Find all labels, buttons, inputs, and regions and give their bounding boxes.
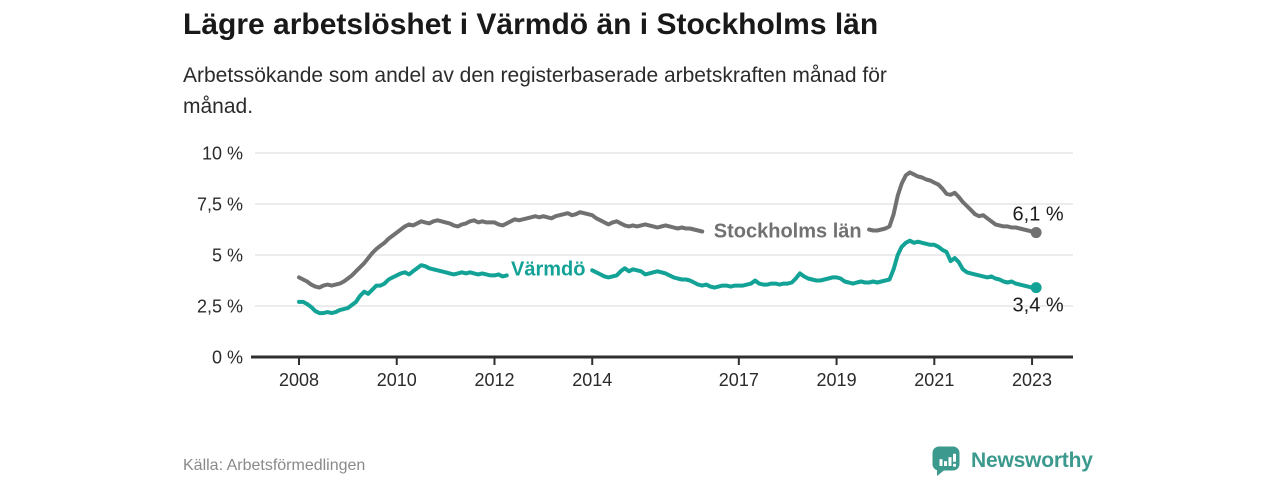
chart-subtitle-line2: månad.	[183, 95, 254, 118]
series-inline-label-stockholms-l-n: Stockholms län	[714, 221, 862, 243]
x-tick-label: 2012	[474, 370, 514, 390]
series-line-stockholms-l-n	[297, 170, 1039, 290]
x-tick-label: 2023	[1012, 370, 1052, 390]
y-tick-label: 7,5 %	[197, 195, 243, 215]
x-tick-label: 2010	[377, 370, 417, 390]
y-tick-label: 2,5 %	[197, 297, 243, 317]
y-tick-label: 0 %	[212, 348, 243, 368]
newsworthy-bars-icon	[932, 446, 960, 476]
series-end-dot-stockholms-l-n	[1030, 227, 1042, 239]
x-tick-label: 2014	[572, 370, 612, 390]
source-credit: Källa: Arbetsförmedlingen	[183, 457, 366, 474]
chart-subtitle-line1: Arbetssökande som andel av den registerb…	[183, 64, 887, 87]
chart-subtitle: Arbetssökande som andel av den registerb…	[183, 60, 887, 122]
newsworthy-logo[interactable]: Newsworthy	[930, 444, 1093, 477]
page-title: Lägre arbetslöshet i Värmdö än i Stockho…	[183, 8, 879, 41]
x-tick-label: 2008	[279, 370, 319, 390]
series-line-v-rmd-	[297, 238, 1039, 316]
x-tick-label: 2017	[719, 370, 759, 390]
series-end-dot-v-rmd-	[1030, 282, 1042, 294]
series-end-value-label-v-rmd-: 3,4 %	[1013, 295, 1064, 317]
x-tick-label: 2019	[817, 370, 857, 390]
series-inline-label-v-rmd-: Värmdö	[511, 258, 585, 280]
series-end-value-label-stockholms-l-n: 6,1 %	[1013, 204, 1064, 226]
x-tick-label: 2021	[914, 370, 954, 390]
newsworthy-wordmark: Newsworthy	[971, 448, 1093, 472]
y-tick-label: 5 %	[212, 246, 243, 266]
y-tick-label: 10 %	[202, 144, 243, 164]
